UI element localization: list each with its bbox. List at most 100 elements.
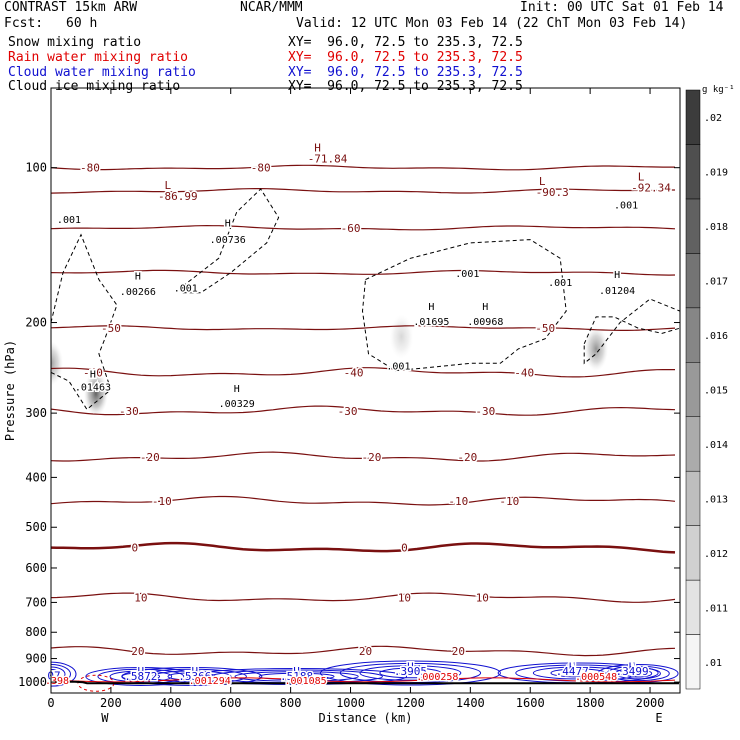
colorbar-segment xyxy=(685,634,701,690)
cloud-water-label: .5872 xyxy=(124,670,157,683)
forecast-hour: 60 h xyxy=(66,16,98,31)
extremum-value: -86.99 xyxy=(158,190,198,203)
field-xy-cloud-water: XY= 96.0, 72.5 to 235.3, 72.5 xyxy=(288,65,523,80)
extremum-marker: L xyxy=(539,175,546,188)
isotherm-label: 10 xyxy=(398,592,411,605)
plot-frame xyxy=(50,87,681,694)
snow-blob xyxy=(584,326,609,371)
field-name-snow: Snow mixing ratio xyxy=(8,35,142,50)
colorbar-segment xyxy=(685,253,701,309)
cloud-ice-label: .001 xyxy=(174,283,198,294)
cloud-ice-label: .01463 xyxy=(75,382,111,393)
colorbar-segment xyxy=(685,525,701,581)
cloud-water-contour xyxy=(532,666,624,680)
isotherm-label: -10 xyxy=(499,495,519,508)
rain-water-label: .001294 xyxy=(189,676,231,687)
colorbar-label: .015 xyxy=(704,386,728,397)
cloud-water-contour xyxy=(51,664,71,685)
cloud-ice-label: .00968 xyxy=(467,317,503,328)
x-tick-label: 0 xyxy=(47,696,54,710)
cloud-ice-label: H xyxy=(234,384,240,395)
isotherm-line xyxy=(51,269,676,276)
colorbar-label: .012 xyxy=(704,549,728,560)
cloud-water-label: .3499 xyxy=(616,665,649,678)
field-xy-snow: XY= 96.0, 72.5 to 235.3, 72.5 xyxy=(288,35,523,50)
cloud-ice-label: H xyxy=(135,272,141,283)
cloud-ice-label: .00329 xyxy=(219,399,255,410)
colorbar-label: .011 xyxy=(704,603,728,614)
cloud-ice-label: .001 xyxy=(614,200,638,211)
cloud-ice-label: .00736 xyxy=(210,235,246,246)
isotherm-label: -50 xyxy=(535,322,555,335)
colorbar-segment xyxy=(685,307,701,363)
colorbar-segment xyxy=(685,144,701,200)
isotherm-label: -80 xyxy=(251,162,271,175)
y-tick-label: 300 xyxy=(25,406,47,420)
y-tick-label: 600 xyxy=(25,561,47,575)
colorbar-segment xyxy=(685,579,701,635)
rain-water-label: .398 xyxy=(45,676,69,687)
y-tick-label: 700 xyxy=(25,595,47,609)
cloud-water-contour xyxy=(51,661,77,687)
cloud-ice-label: .00266 xyxy=(120,287,156,298)
colorbar-label: .018 xyxy=(704,222,728,233)
center-title: NCAR/MMM xyxy=(240,0,303,15)
field-xy-cloud-ice: XY= 96.0, 72.5 to 235.3, 72.5 xyxy=(288,79,523,94)
terrain-line xyxy=(51,680,679,685)
isotherm-line xyxy=(51,325,676,331)
cloud-water-contour xyxy=(550,668,606,678)
cloud-water-label: .4477 xyxy=(556,665,589,678)
cloud-ice-label: H xyxy=(614,270,620,281)
valid-time: Valid: 12 UTC Mon 03 Feb 14 (22 ChT Mon … xyxy=(296,16,688,31)
extremum-marker: H xyxy=(314,141,321,154)
cloud-water-contour xyxy=(121,666,263,686)
cloud-water-contour xyxy=(319,660,501,686)
cloud-water-contour xyxy=(234,671,359,682)
field-name-cloud-water: Cloud water mixing ratio xyxy=(8,65,196,80)
isotherm-label: -40 xyxy=(514,366,534,379)
y-tick-label: 900 xyxy=(25,652,47,666)
cloud-water-contour xyxy=(51,666,66,682)
cloud-ice-label: .001 xyxy=(57,215,81,226)
isotherm-line xyxy=(51,645,676,657)
colorbar-segment xyxy=(685,198,701,254)
cloud-ice-label: .01204 xyxy=(599,286,635,297)
isotherm-label: -80 xyxy=(80,162,100,175)
y-tick-label: 400 xyxy=(25,470,47,484)
x-tick-label: 1000 xyxy=(336,696,365,710)
x-tick-label: 2000 xyxy=(636,696,665,710)
isotherm-label: -10 xyxy=(448,495,468,508)
isotherm-label: -20 xyxy=(457,451,477,464)
rain-water-label: .000548 xyxy=(575,672,617,683)
x-axis-label: Distance (km) xyxy=(319,711,413,725)
isotherm-label: -60 xyxy=(341,222,361,235)
cloud-water-contour xyxy=(85,666,197,686)
rain-water-label: .000258 xyxy=(416,672,458,683)
colorbar-label: .01 xyxy=(704,658,722,669)
init-time: Init: 00 UTC Sat 01 Feb 14 xyxy=(520,0,724,15)
field-xy-rain: XY= 96.0, 72.5 to 235.3, 72.5 xyxy=(288,50,523,65)
y-tick-label: 500 xyxy=(25,520,47,534)
isotherm-line xyxy=(51,164,675,171)
cloud-water-label: .3905 xyxy=(394,665,427,678)
isotherm-line xyxy=(51,541,676,554)
isotherm-line xyxy=(51,367,675,378)
isotherm-label: 0 xyxy=(401,542,408,555)
cloud-water-contour xyxy=(359,665,462,681)
model-title: CONTRAST 15km ARW xyxy=(4,0,138,15)
cloud-ice-label: H xyxy=(428,302,434,313)
x-tick-label: 800 xyxy=(280,696,302,710)
isotherm-line xyxy=(51,405,676,416)
isotherm-line xyxy=(51,592,676,603)
cloud-water-contour xyxy=(379,667,442,679)
cloud-water-contour xyxy=(623,669,653,678)
colorbar-label: .017 xyxy=(704,277,728,288)
x-end-label-east: E xyxy=(655,711,662,725)
isotherm-label: -10 xyxy=(152,495,172,508)
isotherm-label: 20 xyxy=(131,645,144,658)
colorbar-segment xyxy=(685,470,701,526)
x-tick-label: 1800 xyxy=(576,696,605,710)
cloud-ice-contour xyxy=(361,239,567,372)
isotherm-line xyxy=(51,495,676,506)
extremum-marker: L xyxy=(638,171,645,184)
